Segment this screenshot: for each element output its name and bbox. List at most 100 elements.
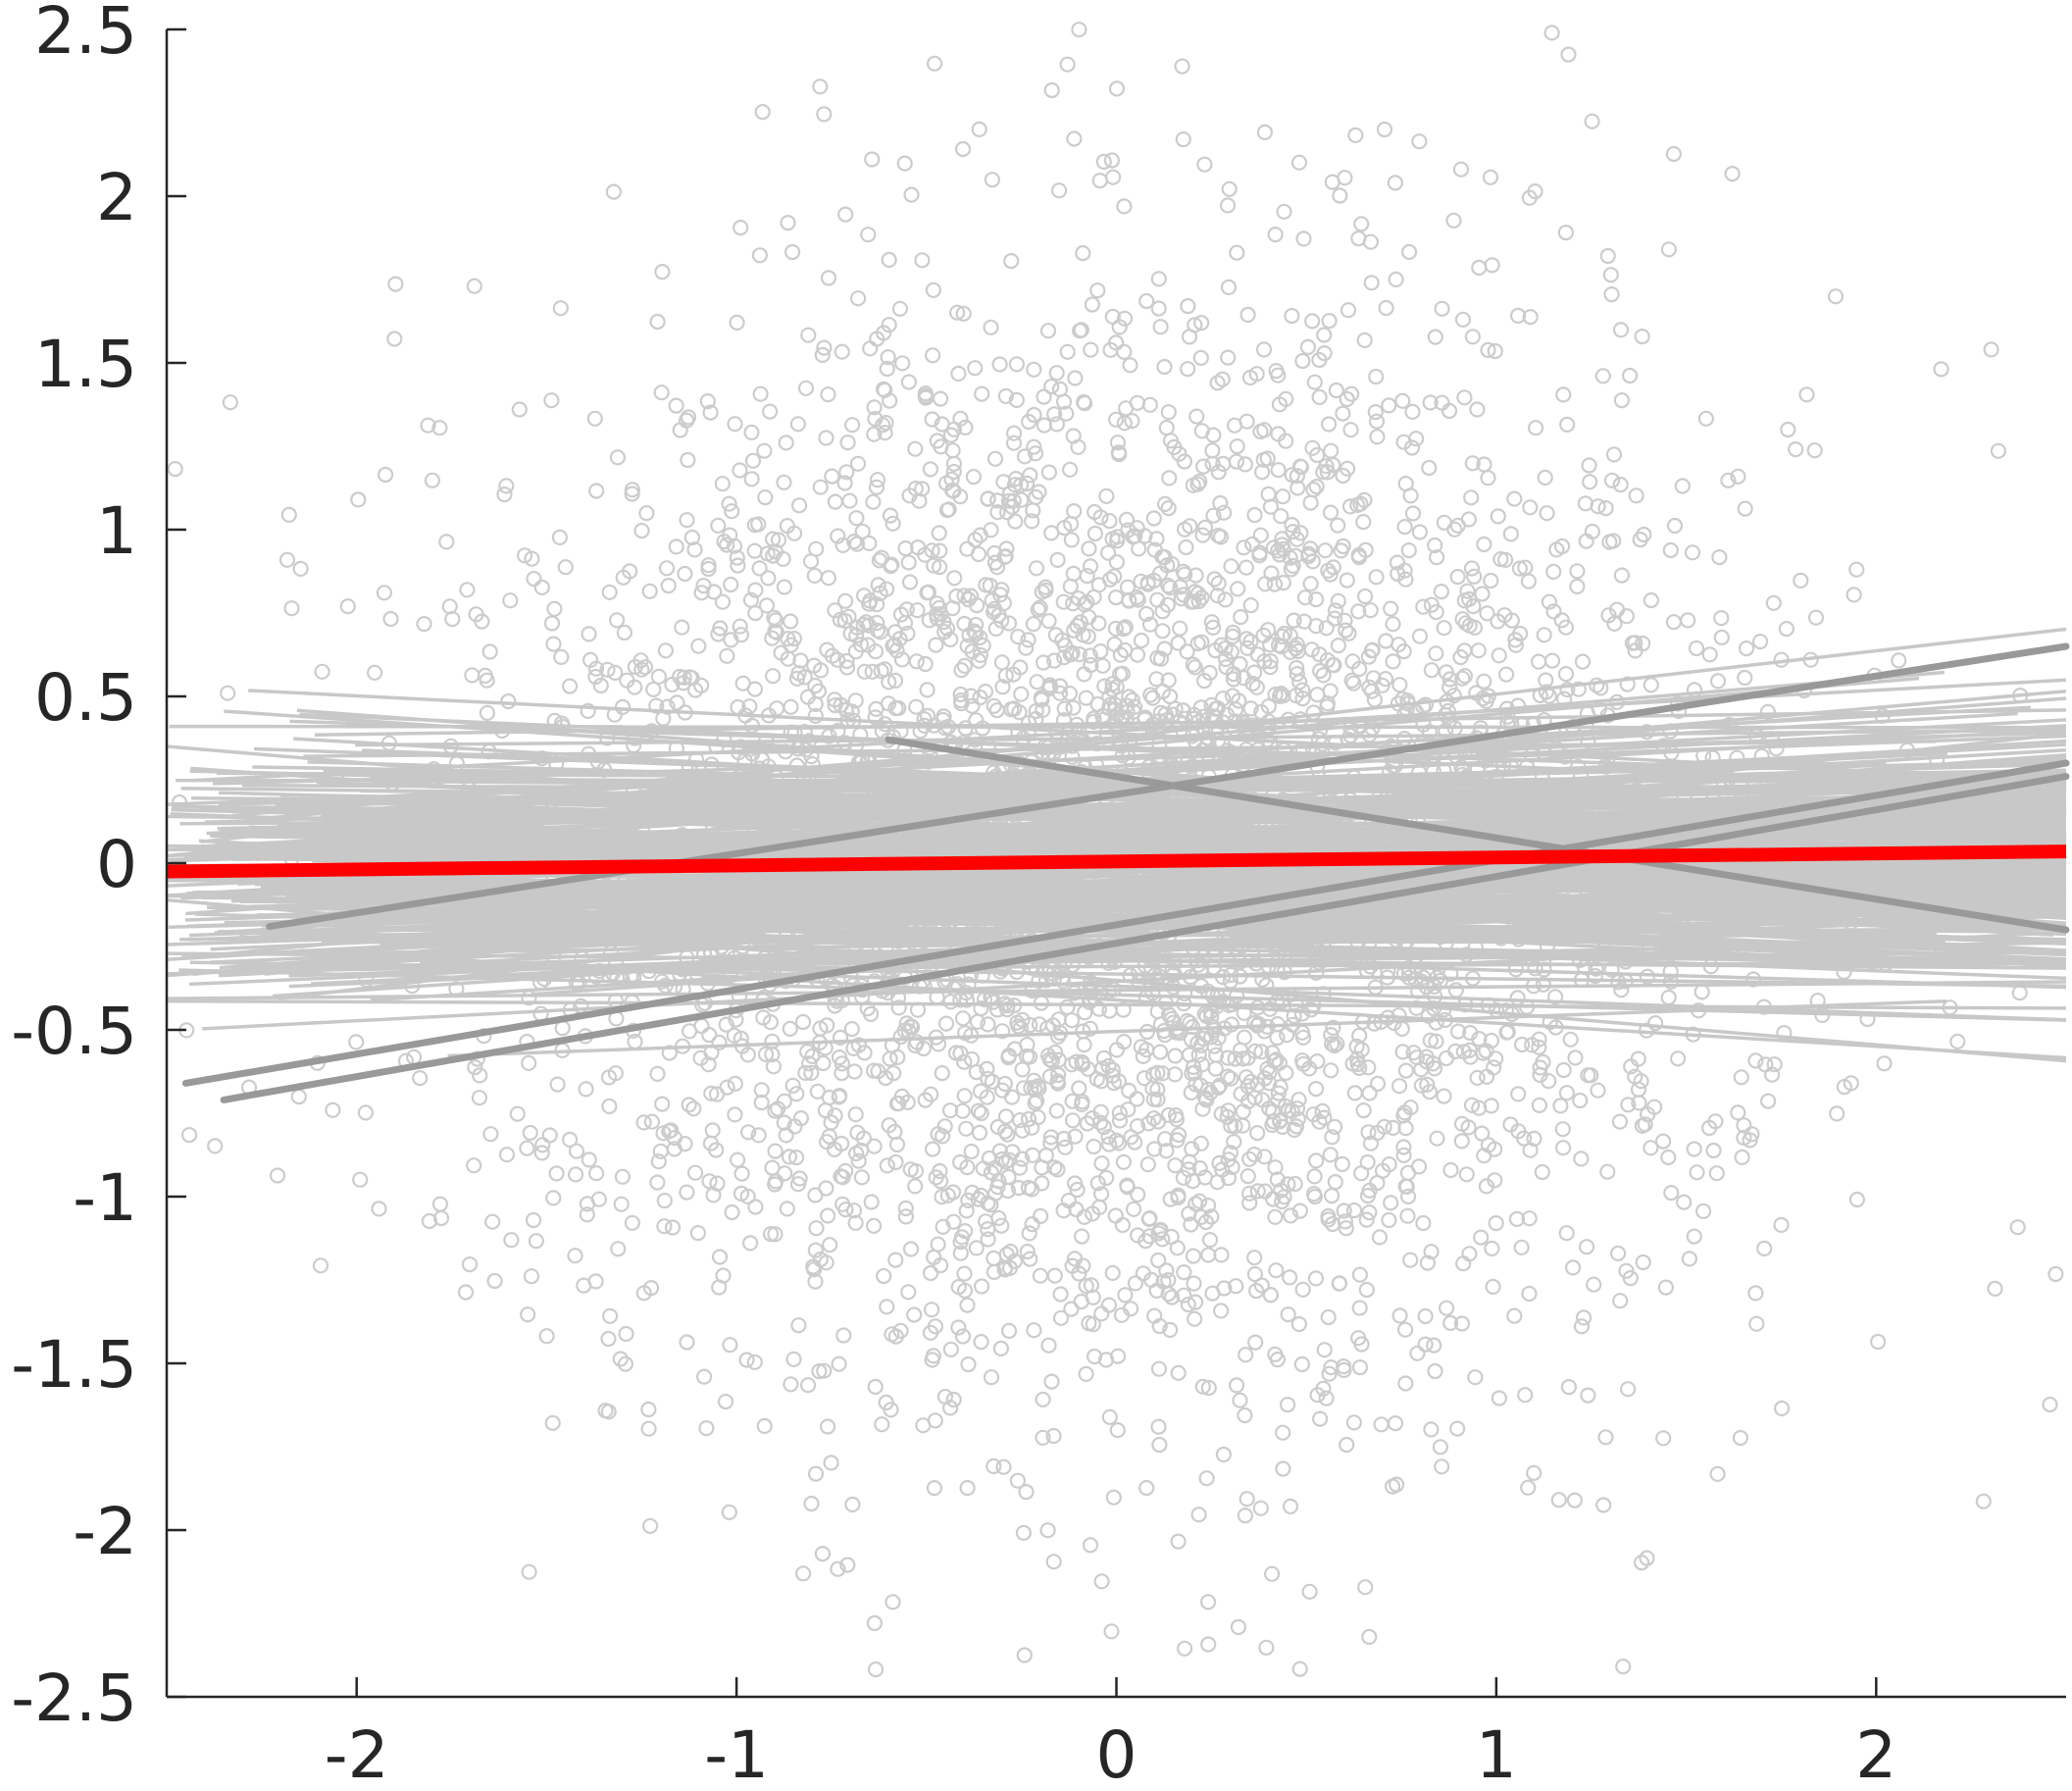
scatter-point xyxy=(1573,1151,1590,1167)
scatter-point xyxy=(674,619,690,636)
scatter-point xyxy=(1415,598,1432,615)
fit-line-dark xyxy=(220,773,2070,1103)
scatter-point xyxy=(348,1034,365,1050)
scatter-point xyxy=(866,399,883,416)
scatter-point xyxy=(1700,1119,1718,1137)
scatter-point xyxy=(809,1083,826,1100)
scatter-point xyxy=(1467,1369,1484,1386)
scatter-point xyxy=(1284,1102,1300,1119)
scatter-point xyxy=(923,1302,940,1318)
scatter-point xyxy=(1350,603,1367,620)
scatter-point xyxy=(909,602,926,619)
scatter-point xyxy=(1031,1016,1048,1033)
scatter-point xyxy=(1242,700,1259,717)
scatter-point xyxy=(1331,1275,1348,1292)
scatter-point xyxy=(773,644,789,661)
scatter-point xyxy=(1200,1379,1217,1397)
scatter-point xyxy=(1411,524,1429,540)
scatter-point xyxy=(783,637,799,653)
scatter-point xyxy=(1296,589,1314,606)
scatter-point xyxy=(777,1165,793,1182)
scatter-point xyxy=(986,450,1004,467)
scatter-point xyxy=(1006,1253,1024,1270)
scatter-point xyxy=(901,574,919,590)
scatter-point xyxy=(1106,696,1124,713)
scatter-point xyxy=(869,614,885,632)
scatter-point xyxy=(1404,505,1422,522)
scatter-point xyxy=(1476,673,1492,690)
scatter-point xyxy=(677,1135,693,1152)
scatter-point xyxy=(1187,1294,1204,1310)
scatter-point xyxy=(1557,225,1575,241)
fit-line-light xyxy=(496,823,2067,842)
scatter-point xyxy=(847,1214,864,1231)
scatter-point xyxy=(650,668,668,686)
scatter-point xyxy=(1843,1075,1859,1092)
scatter-point xyxy=(1244,675,1261,692)
scatter-point xyxy=(808,1220,825,1237)
scatter-point xyxy=(689,1224,707,1242)
scatter-point xyxy=(878,415,894,432)
scatter-point xyxy=(1395,1147,1412,1164)
scatter-point xyxy=(1304,553,1321,570)
scatter-point xyxy=(1545,603,1562,620)
scatter-point xyxy=(767,1173,784,1190)
scatter-point xyxy=(1520,1479,1537,1496)
scatter-point xyxy=(907,1178,924,1195)
scatter-point xyxy=(803,1495,820,1512)
scatter-point xyxy=(1200,1247,1217,1263)
scatter-point xyxy=(1246,1265,1264,1283)
scatter-point xyxy=(702,1135,720,1151)
scatter-point xyxy=(977,1213,994,1230)
scatter-point xyxy=(699,393,716,410)
scatter-point xyxy=(1628,487,1644,504)
scatter-point xyxy=(371,1201,387,1217)
scatter-point xyxy=(1195,458,1212,475)
fit-line-light xyxy=(273,705,2031,804)
scatter-point xyxy=(1127,1275,1144,1292)
scatter-point xyxy=(654,1096,671,1112)
scatter-point xyxy=(859,637,877,653)
scatter-point xyxy=(1256,1149,1273,1165)
scatter-point xyxy=(1270,1085,1288,1101)
scatter-point xyxy=(1541,593,1558,610)
scatter-point xyxy=(654,264,671,281)
scatter-point xyxy=(1555,386,1572,403)
scatter-point xyxy=(1469,1069,1486,1087)
scatter-point xyxy=(1200,1636,1217,1653)
scatter-point xyxy=(754,103,771,121)
scatter-point xyxy=(997,387,1015,404)
scatter-point xyxy=(1220,279,1238,295)
scatter-point xyxy=(1052,1286,1069,1303)
scatter-point xyxy=(767,1143,783,1159)
scatter-point xyxy=(1316,345,1333,362)
scatter-point xyxy=(973,1104,989,1122)
scatter-point xyxy=(1555,1061,1572,1079)
scatter-point xyxy=(885,1064,902,1082)
scatter-point xyxy=(561,678,579,694)
scatter-point xyxy=(1230,581,1246,597)
scatter-point xyxy=(549,1076,566,1093)
scatter-point xyxy=(1328,382,1344,399)
scatter-point xyxy=(1156,1131,1174,1148)
scatter-point xyxy=(939,1187,956,1203)
scatter-point xyxy=(1100,1136,1118,1152)
scatter-point xyxy=(1569,563,1586,580)
scatter-point xyxy=(1358,1281,1375,1299)
scatter-point xyxy=(756,442,773,459)
scatter-point xyxy=(1248,1282,1265,1300)
scatter-point xyxy=(781,1149,798,1165)
scatter-point xyxy=(896,155,913,172)
scatter-point xyxy=(387,276,404,292)
scatter-point xyxy=(1289,665,1305,683)
scatter-point xyxy=(1169,1240,1186,1256)
scatter-point xyxy=(1684,544,1701,561)
scatter-point xyxy=(1269,1351,1287,1368)
fit-line-light xyxy=(356,861,2067,916)
scatter-point xyxy=(806,567,823,585)
scatter-point xyxy=(1201,664,1218,682)
scatter-point xyxy=(925,281,942,298)
scatter-point xyxy=(642,1279,660,1297)
scatter-point xyxy=(1639,968,1656,985)
scatter-point xyxy=(1316,1109,1333,1126)
